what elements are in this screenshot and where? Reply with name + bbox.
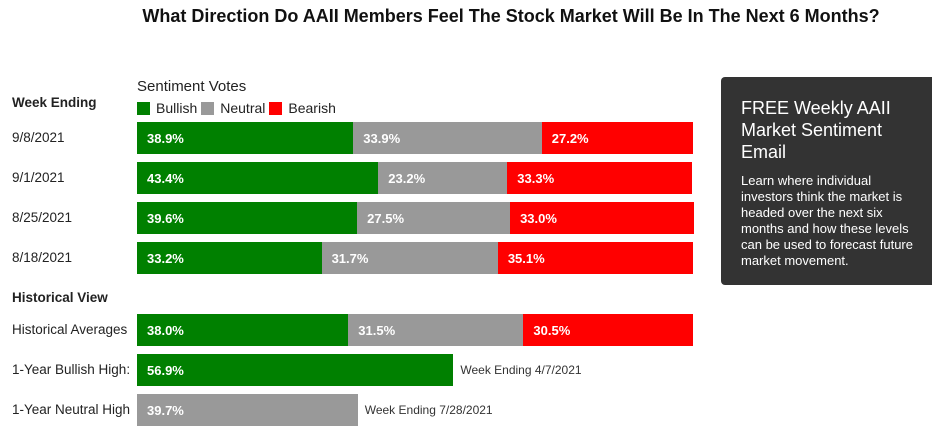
legend-bearish: Bearish [288, 100, 336, 116]
bar-segment-bearish: 27.2% [541, 122, 693, 154]
bar-segment-bearish: 30.5% [523, 314, 693, 346]
stacked-bar: 38.0% 31.5% 30.5% [137, 314, 693, 346]
card-heading: FREE Weekly AAII Market Sentiment Email [741, 98, 891, 162]
bar-segment-bearish: 35.1% [497, 242, 693, 274]
row-label: 8/25/2021 [12, 210, 73, 225]
stacked-bar: 39.7% [137, 394, 358, 426]
email-signup-card[interactable]: FREE Weekly AAII Market Sentiment Email … [721, 77, 932, 285]
chart-title: Sentiment Votes [137, 78, 247, 95]
stacked-bar: 43.4% 23.2% 33.3% [137, 162, 693, 194]
row-label: Historical Averages [12, 322, 128, 337]
week-ending-header: Week Ending [12, 95, 97, 110]
row-label: 9/1/2021 [12, 170, 65, 185]
card-body: Learn where individual investors think t… [741, 173, 913, 268]
bar-segment-neutral: 27.5% [357, 202, 511, 234]
bar-segment-bullish: 38.0% [137, 314, 349, 346]
stacked-bar: 38.9% 33.9% 27.2% [137, 122, 693, 154]
bar-segment-neutral: 31.7% [321, 242, 498, 274]
legend: Bullish Neutral Bearish [137, 100, 336, 116]
row-label: 8/18/2021 [12, 250, 73, 265]
bar-segment-neutral: 33.9% [353, 122, 542, 154]
record-week-note: Week Ending 7/28/2021 [364, 403, 493, 417]
bar-segment-neutral: 23.2% [378, 162, 508, 194]
bar-segment-bearish: 33.0% [510, 202, 694, 234]
legend-swatch-neutral [201, 101, 215, 115]
stacked-bar: 39.6% 27.5% 33.0% [137, 202, 694, 234]
bar-segment-bearish: 33.3% [507, 162, 693, 194]
stacked-bar: 33.2% 31.7% 35.1% [137, 242, 693, 274]
bar-segment-neutral: 31.5% [348, 314, 524, 346]
stacked-bar: 56.9% [137, 354, 454, 386]
bar-segment-bullish: 38.9% [137, 122, 354, 154]
bar-segment-bullish: 39.6% [137, 202, 358, 234]
bar-segment-bullish: 33.2% [137, 242, 322, 274]
record-week-note: Week Ending 4/7/2021 [460, 363, 582, 377]
row-label: 1-Year Bullish High: [12, 362, 131, 377]
bar-segment-bullish: 56.9% [137, 354, 454, 386]
historical-view-header: Historical View [12, 290, 108, 305]
legend-neutral: Neutral [220, 100, 266, 116]
row-label: 9/8/2021 [12, 130, 65, 145]
bar-segment-bullish: 43.4% [137, 162, 379, 194]
legend-bullish: Bullish [156, 100, 198, 116]
page-title: What Direction Do AAII Members Feel The … [142, 6, 880, 26]
bar-segment-neutral: 39.7% [137, 394, 358, 426]
legend-swatch-bullish [137, 101, 150, 115]
row-label: 1-Year Neutral High [12, 402, 131, 417]
legend-swatch-bearish [269, 101, 283, 115]
